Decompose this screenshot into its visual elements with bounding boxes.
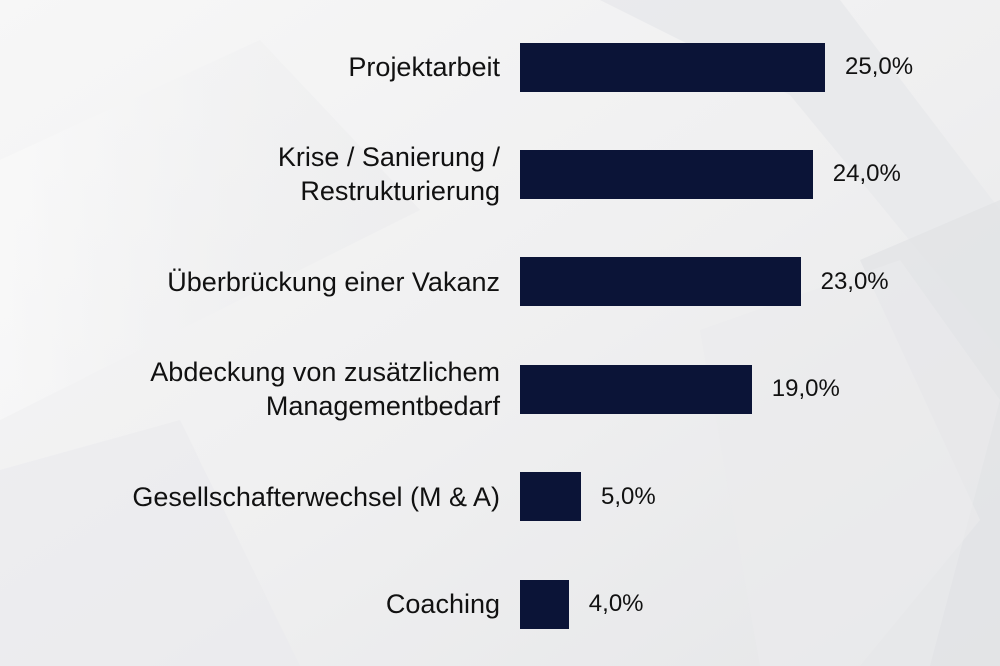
category-label-line: Managementbedarf: [265, 391, 500, 422]
category-label: Krise / Sanierung / Restrukturierung: [30, 140, 500, 208]
value-label: 19,0%: [771, 375, 840, 403]
category-label-line: Überbrückung einer Vakanz: [167, 266, 500, 297]
category-label-line: Restrukturierung: [300, 176, 500, 207]
bar: [520, 472, 581, 522]
bar: [520, 579, 569, 629]
bar: [520, 364, 752, 414]
bar: [520, 149, 813, 199]
category-label-line: Abdeckung von zusätzlichem: [150, 357, 500, 388]
value-label: 4,0%: [588, 590, 644, 617]
value-label: 24,0%: [832, 160, 901, 188]
value-label: 5,0%: [601, 482, 656, 510]
category-label: Gesellschafterwechsel (M & A): [30, 480, 500, 514]
value-label: 25,0%: [845, 53, 914, 80]
category-label-line: Gesellschafterwechsel (M & A): [132, 481, 500, 512]
bar: [520, 257, 801, 307]
category-label-line: Coaching: [385, 589, 500, 619]
value-label: 23,0%: [820, 267, 889, 295]
category-label: Coaching: [30, 587, 500, 621]
category-label-line: Krise / Sanierung /: [277, 142, 500, 173]
category-label: Überbrückung einer Vakanz: [30, 265, 500, 299]
category-label-line: Projektarbeit: [348, 52, 500, 82]
category-label: Abdeckung von zusätzlichem Managementbeda…: [30, 355, 500, 423]
bar: [520, 42, 825, 92]
category-label: Projektarbeit: [30, 50, 500, 84]
